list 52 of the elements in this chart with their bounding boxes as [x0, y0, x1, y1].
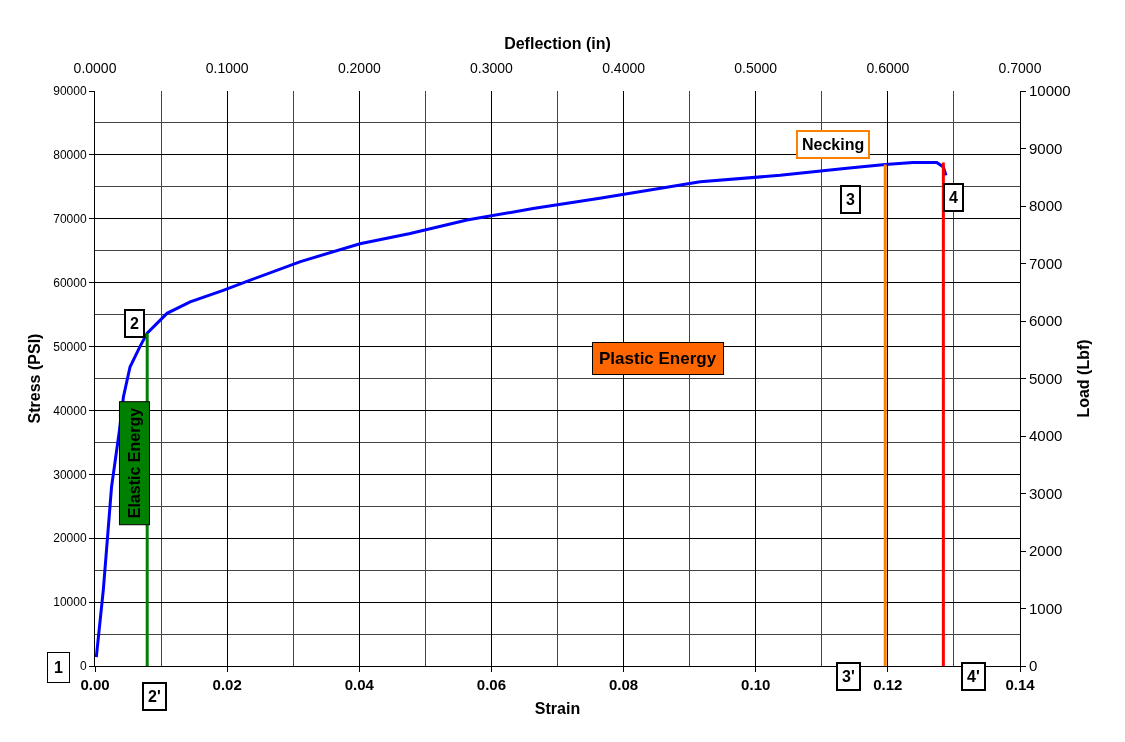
- y2-tick-label: 8000: [1029, 197, 1063, 215]
- y-tick-label: 50000: [53, 339, 87, 354]
- y-tick-label: 40000: [53, 403, 87, 418]
- x2-tick-label: 0.3000: [470, 60, 514, 77]
- annotation: 3': [842, 668, 855, 685]
- x-tick-label: 0.02: [212, 676, 242, 693]
- y2-tick-label: 0: [1029, 657, 1038, 675]
- x2-tick-label: 0.5000: [734, 60, 778, 77]
- line-series: [95, 161, 948, 659]
- y2-axis-title: Load (Lbf): [1075, 339, 1093, 418]
- y-tick-label: 90000: [53, 84, 87, 99]
- y2-tick-label: 7000: [1029, 254, 1063, 272]
- y2-tick-label: 1000: [1029, 599, 1063, 617]
- annotation: Elastic Energy: [125, 407, 143, 519]
- y-tick-label: 20000: [53, 531, 87, 546]
- x2-tick-label: 0.1000: [205, 60, 249, 77]
- x2-tick-label: 0.6000: [866, 60, 910, 77]
- y-tick-label: 60000: [53, 275, 87, 290]
- x-tick-label: 0.12: [873, 676, 903, 693]
- y-tick-label: 0: [79, 659, 87, 674]
- annotation: Necking: [802, 136, 865, 153]
- x2-tick-label: 0.7000: [998, 60, 1042, 77]
- y2-tick-label: 6000: [1029, 312, 1063, 330]
- y2-tick-label: 5000: [1029, 369, 1063, 387]
- y2-tick-label: 10000: [1029, 82, 1071, 100]
- y-tick-label: 30000: [53, 467, 87, 482]
- y2-tick-label: 9000: [1029, 139, 1063, 157]
- y-tick-label: 10000: [53, 595, 87, 610]
- annotation: Plastic Energy: [599, 349, 717, 368]
- y2-tick-label: 3000: [1029, 484, 1063, 502]
- y-tick-label: 80000: [53, 148, 87, 163]
- annotation: 3: [846, 191, 855, 208]
- x-tick-label: 0.04: [344, 676, 375, 693]
- annotation: 2: [130, 315, 139, 332]
- x-tick-label: 0.10: [741, 676, 771, 693]
- x2-tick-label: 0.2000: [337, 60, 381, 77]
- text: 1: [54, 659, 63, 676]
- x2-tick-label: 0.4000: [602, 60, 646, 77]
- annotation: 4': [967, 668, 980, 685]
- x-tick-label: 0.00: [80, 676, 110, 693]
- x2-axis-title: Deflection (in): [504, 35, 611, 53]
- y2-tick-label: 4000: [1029, 427, 1063, 445]
- y2-tick-label: 2000: [1029, 542, 1063, 560]
- x-axis-title: Strain: [534, 699, 581, 717]
- x-tick-label: 0.06: [476, 676, 507, 693]
- annotation: 4: [949, 189, 958, 206]
- x2-tick-label: 0.0000: [73, 60, 117, 77]
- y-tick-label: 70000: [53, 211, 87, 226]
- y-axis-title: Stress (PSI): [26, 333, 44, 424]
- annotation: 2': [148, 688, 161, 705]
- x-tick-label: 0.14: [1005, 676, 1036, 693]
- x-tick-label: 0.08: [608, 676, 639, 693]
